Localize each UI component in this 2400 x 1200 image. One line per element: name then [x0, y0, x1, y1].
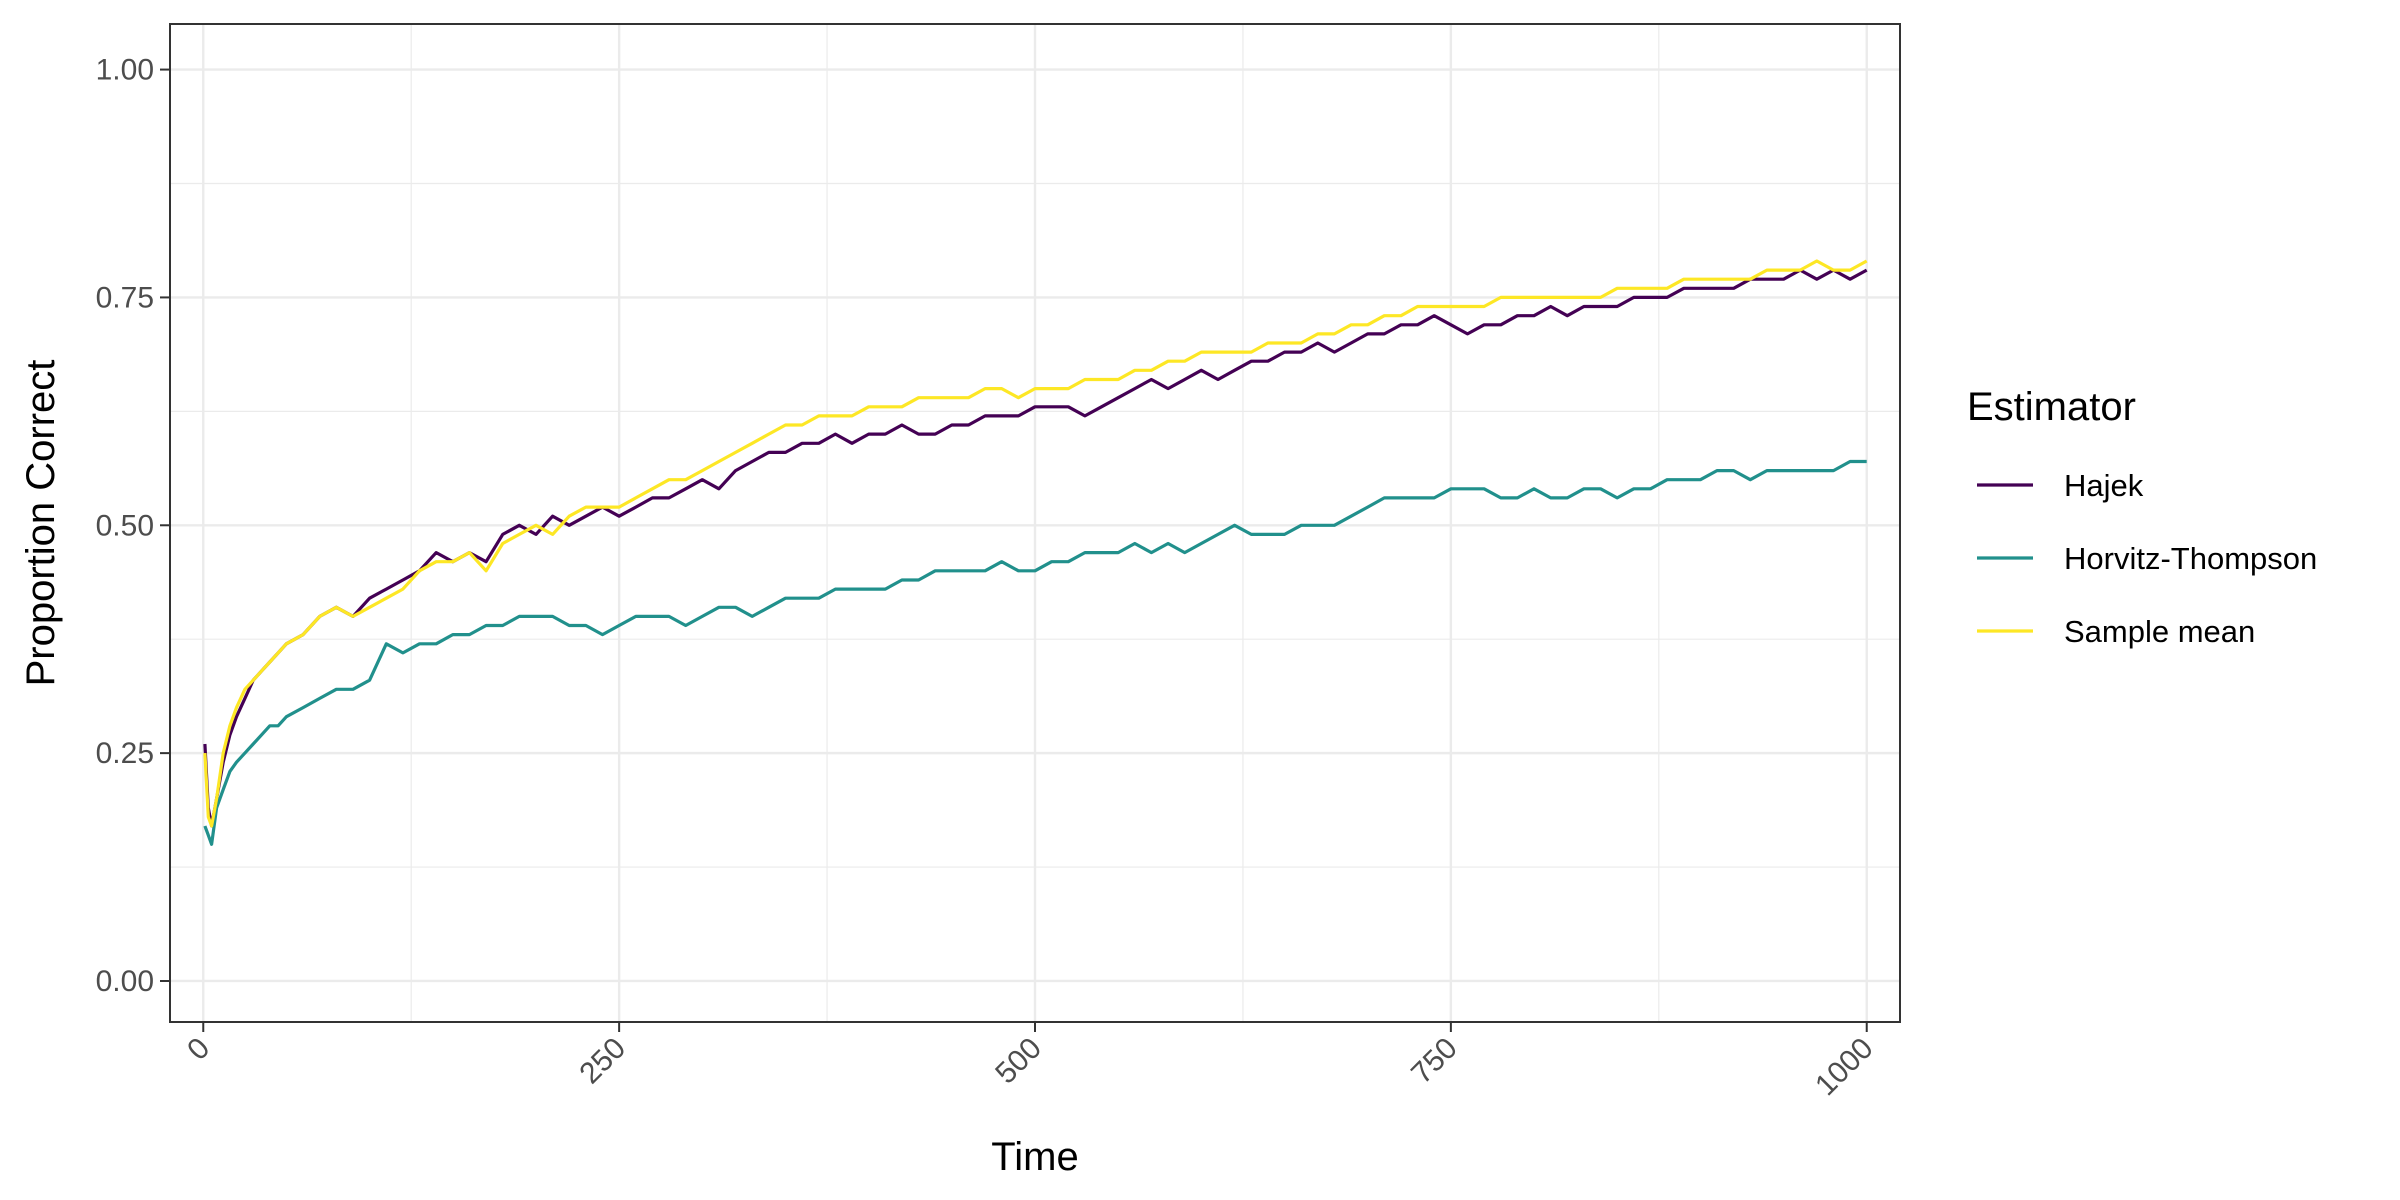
series-line-horvitz-thompson — [203, 459, 1867, 846]
y-tick-label: 0.00 — [96, 965, 154, 998]
y-axis: 0.00 0.25 0.50 0.75 1.00 — [96, 54, 170, 998]
major-gridlines — [170, 24, 1900, 1022]
x-axis-title: Time — [991, 1135, 1078, 1179]
legend-title: Estimator — [1967, 385, 2136, 429]
series-lines — [203, 259, 1868, 846]
series-line-hajek — [203, 268, 1868, 828]
y-tick-label: 0.75 — [96, 281, 154, 314]
legend-label-sample-mean: Sample mean — [2064, 614, 2255, 649]
y-tick-label: 1.00 — [96, 54, 154, 87]
y-tick-label: 0.50 — [96, 509, 154, 542]
legend-label-horvitz-thompson: Horvitz-Thompson — [2064, 541, 2317, 576]
legend: Estimator Hajek Horvitz-Thompson Sample me… — [1967, 385, 2317, 649]
y-axis-title: Proportion Correct — [19, 360, 63, 687]
series-line-sample-mean — [203, 259, 1868, 828]
y-tick-label: 0.25 — [96, 737, 154, 770]
legend-label-hajek: Hajek — [2064, 468, 2144, 503]
